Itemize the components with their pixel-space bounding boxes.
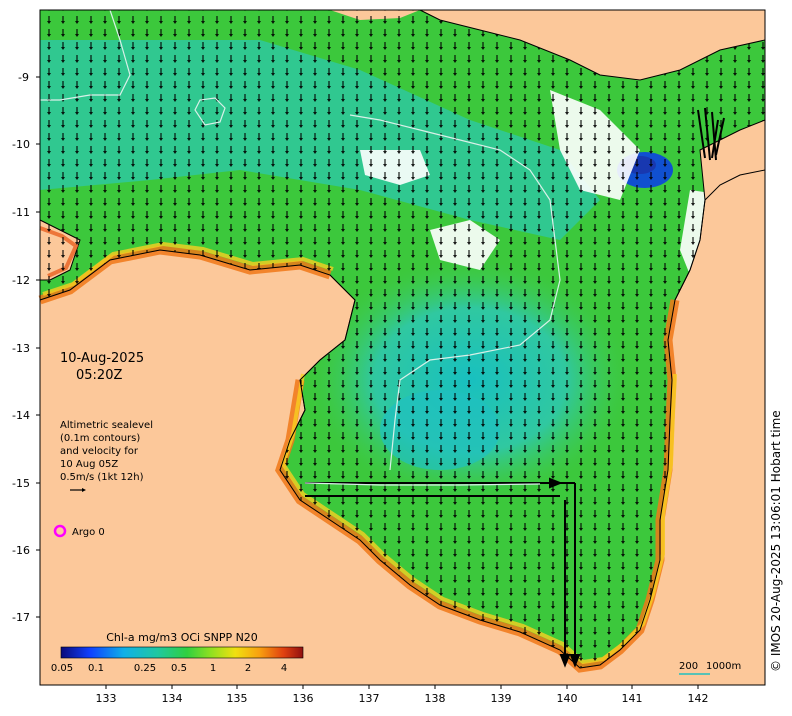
colorbar-tick: 1 — [210, 663, 216, 674]
scale-bar: 200 1000m — [679, 661, 741, 675]
colorbar-tick: 4 — [281, 663, 287, 674]
colorbar-gradient — [60, 646, 304, 659]
scale-label-200: 200 — [679, 661, 698, 672]
strong-current-arrows — [305, 477, 581, 668]
plot-area — [38, 9, 766, 686]
lon-tick: 140 — [557, 692, 578, 705]
lat-tick: -15 — [12, 477, 30, 490]
lat-tick: -10 — [12, 138, 30, 151]
colorbar-tick: 0.25 — [134, 663, 156, 674]
lat-tick: -16 — [12, 544, 30, 557]
lat-tick: -9 — [18, 71, 29, 84]
lat-tick: -11 — [12, 206, 30, 219]
legend-line: and velocity for — [60, 446, 139, 457]
lon-tick: 141 — [622, 692, 643, 705]
lon-tick: 138 — [425, 692, 446, 705]
scale-label-1000m: 1000m — [706, 661, 741, 672]
lat-axis: -9 -10 -11 -12 -13 -14 -15 -16 -17 — [12, 71, 40, 624]
legend-line: (0.1m contours) — [60, 433, 140, 444]
legend-line: 0.5m/s (1kt 12h) — [60, 472, 144, 483]
legend-line: Altimetric sealevel — [60, 420, 153, 431]
lon-tick: 134 — [162, 692, 183, 705]
lon-tick: 136 — [293, 692, 314, 705]
lon-tick: 137 — [359, 692, 380, 705]
credit-text: © IMOS 20-Aug-2025 13:06:01 Hobart time — [769, 410, 783, 672]
date-label: 10-Aug-2025 — [60, 351, 144, 366]
lon-tick: 135 — [227, 692, 248, 705]
lon-axis: 133 134 135 136 137 138 139 140 141 142 — [96, 685, 709, 705]
lon-tick: 133 — [96, 692, 117, 705]
sealevel-contours — [40, 9, 561, 486]
legend-line: 10 Aug 05Z — [60, 459, 118, 470]
lat-tick: -12 — [12, 274, 30, 287]
lon-tick: 139 — [491, 692, 512, 705]
argo-marker-icon — [53, 524, 67, 538]
strong-arrows-torres — [697, 107, 725, 161]
velocity-legend: Altimetric sealevel (0.1m contours) and … — [60, 420, 153, 492]
colorbar-tick: 2 — [245, 663, 251, 674]
colorbar: Chl-a mg/m3 OCi SNPP N20 0.05 0.1 0.25 0… — [51, 631, 304, 674]
colorbar-tick: 0.1 — [88, 663, 104, 674]
argo-label: Argo 0 — [72, 527, 105, 538]
colorbar-title: Chl-a mg/m3 OCi SNPP N20 — [106, 631, 258, 644]
lat-tick: -17 — [12, 611, 30, 624]
lat-tick: -14 — [12, 409, 30, 422]
lat-tick: -13 — [12, 342, 30, 355]
colorbar-tick: 0.05 — [51, 663, 73, 674]
lon-tick: 142 — [688, 692, 709, 705]
colorbar-tick: 0.5 — [171, 663, 187, 674]
time-label: 05:20Z — [76, 368, 122, 383]
